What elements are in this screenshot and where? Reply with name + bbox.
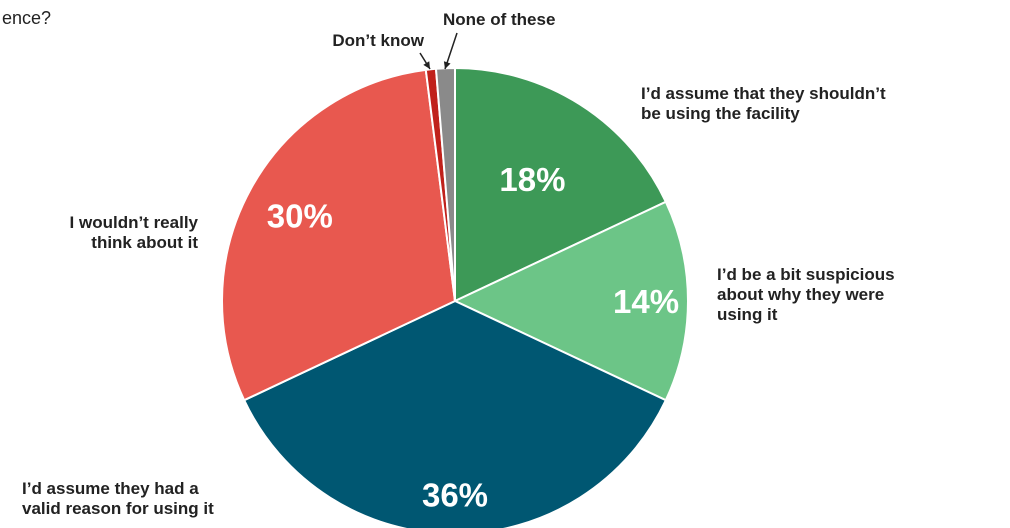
slice-percent-label: 36% xyxy=(422,476,488,513)
slice-category-label-line: about why they were xyxy=(717,285,884,304)
slice-category-label-line: I’d assume they had a xyxy=(22,479,199,498)
slice-percent-label: 30% xyxy=(267,198,333,235)
slice-category-label: None of these xyxy=(443,10,555,29)
pie-slice xyxy=(242,299,668,528)
pie-slices xyxy=(221,66,689,528)
slice-category-label-line: Don’t know xyxy=(332,31,424,50)
percent-labels: 18% 14% 36% 30% xyxy=(267,161,679,513)
leader-arrowhead xyxy=(423,61,430,69)
question-text: ence? xyxy=(2,8,51,28)
slice-category-label: I’d be a bit suspicious about why they we… xyxy=(717,265,895,324)
leader-lines xyxy=(419,32,458,70)
slice-category-label-line: using it xyxy=(717,305,778,324)
slice-category-label-line: think about it xyxy=(91,233,198,252)
category-labels: I’d assume that they shouldn’t be using t… xyxy=(22,10,895,518)
slice-category-label: I’d assume they had a valid reason for us… xyxy=(22,479,214,518)
slice-category-label-line: None of these xyxy=(443,10,555,29)
slice-category-label: I wouldn’t really think about it xyxy=(70,213,199,252)
pie-slice xyxy=(452,200,689,402)
slice-category-label-line: I’d be a bit suspicious xyxy=(717,265,895,284)
pie-slice xyxy=(454,66,668,303)
slice-category-label-line: I’d assume that they shouldn’t xyxy=(641,84,886,103)
slice-category-label: I’d assume that they shouldn’t be using t… xyxy=(641,84,886,123)
slice-category-label-line: I wouldn’t really xyxy=(70,213,199,232)
leader-arrowhead xyxy=(443,61,451,69)
slice-percent-label: 18% xyxy=(499,161,565,198)
slice-category-label-line: valid reason for using it xyxy=(22,499,214,518)
slice-category-label-line: be using the facility xyxy=(641,104,800,123)
slice-category-label: Don’t know xyxy=(332,31,424,50)
slice-percent-label: 14% xyxy=(613,283,679,320)
pie-slice xyxy=(221,68,457,402)
